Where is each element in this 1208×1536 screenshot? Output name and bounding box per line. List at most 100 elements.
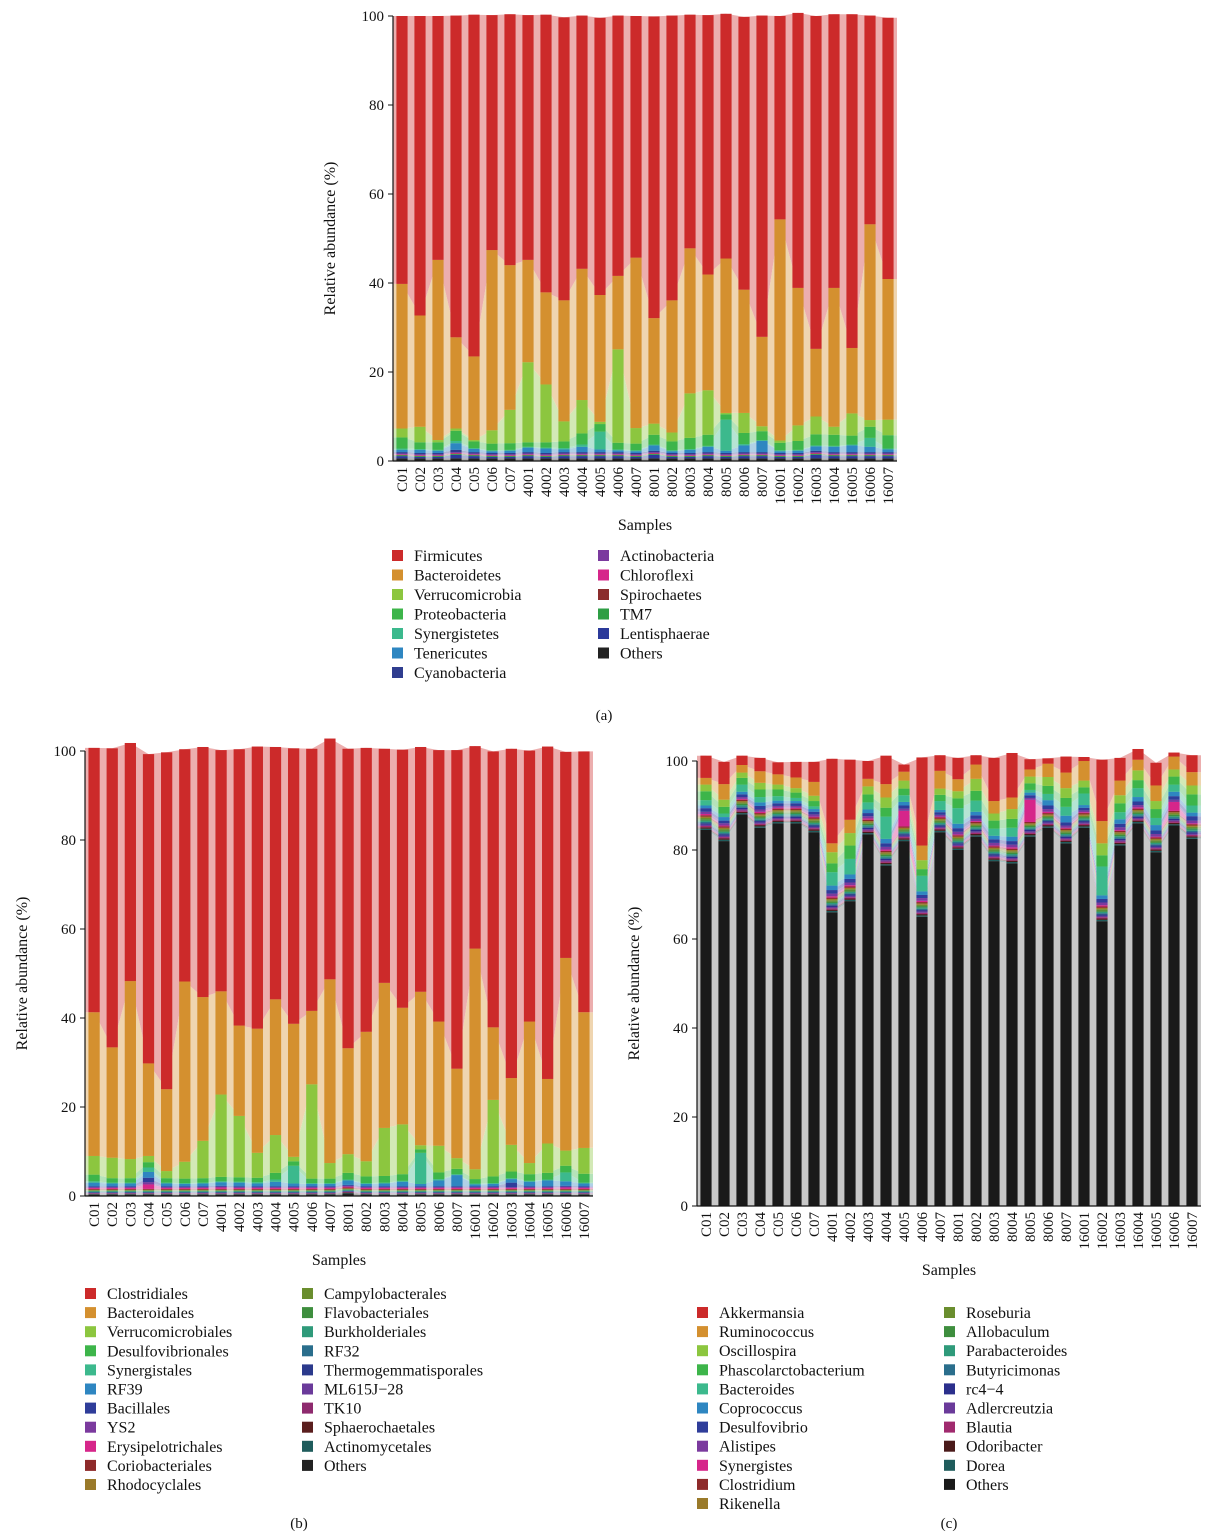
bar-segment-verrucomicrobia-16001 — [774, 440, 786, 443]
bar-segment-blautia-4001 — [826, 908, 838, 910]
bar-segment-odoribacter-c05 — [772, 820, 784, 822]
bar-segment-proteobacteria-c04 — [450, 430, 462, 441]
bar-segment-bacteroides-4005 — [898, 795, 910, 802]
bar-segment-tm7-8007 — [756, 455, 768, 457]
bar-segment-desulfovibrionales-16001 — [469, 1179, 481, 1184]
legend-swatch — [392, 589, 403, 600]
bar-segment-synergistes-c07 — [808, 816, 820, 818]
bar-segment-verrucomicrobia-8001 — [648, 423, 660, 435]
bar-segment-rikenella-4006 — [916, 903, 928, 905]
bar-segment-clostridium-16004 — [1132, 808, 1144, 810]
bar-segment-synergistales-4003 — [251, 1182, 263, 1184]
bar-segment-rf39-8007 — [451, 1175, 463, 1187]
bar-segment-alistipes-16001 — [1078, 810, 1090, 813]
bar-segment-bacteroidales-8003 — [378, 982, 390, 1128]
x-tick-label: 8001 — [341, 1202, 357, 1232]
bar-segment-coriobacteriales-16001 — [469, 1188, 481, 1190]
bar-segment-clostridiales-c02 — [106, 748, 118, 1048]
bar-segment-synergistales-4001 — [215, 1181, 227, 1183]
bar-segment-roseburia-8003 — [988, 849, 1000, 851]
bar-segment-burkholderiales-8006 — [433, 1191, 445, 1192]
bar-segment-bacillales-4003 — [251, 1186, 263, 1188]
bar-segment-clostridiales-4003 — [251, 746, 263, 1029]
bar-segment-tm7-4002 — [540, 456, 552, 457]
bar-segment-blautia-c01 — [700, 825, 712, 828]
bar-segment-others-8006 — [738, 458, 750, 461]
bar-segment-clostridiales-16007 — [578, 751, 590, 1013]
bar-segment-erysipelotrichales-4001 — [215, 1187, 227, 1189]
bar-segment-coriobacteriales-8002 — [360, 1188, 372, 1190]
bar-segment-burkholderiales-16002 — [487, 1191, 499, 1192]
bar-segment-rf39-c06 — [179, 1183, 191, 1187]
bar-segment-bacteroidetes-16006 — [864, 224, 876, 421]
bars — [88, 738, 590, 1196]
bar-segment-synergistetes-16007 — [882, 448, 894, 450]
bar-segment-desulfovibrionales-8003 — [378, 1175, 390, 1183]
bar-segment-bacteroides-8004 — [1006, 827, 1018, 837]
bar-segment-synergistetes-4003 — [558, 448, 570, 450]
bar-segment-proteobacteria-16006 — [864, 426, 876, 438]
bar-segment-others-16006 — [1168, 825, 1180, 1206]
bar-segment-cyanobacteria-4001 — [522, 452, 534, 454]
bar-segment-others-c07 — [808, 832, 820, 1206]
bar-segment-coprococcus-16006 — [1168, 791, 1180, 797]
bar-segment-bacteroidales-8007 — [451, 1068, 463, 1159]
bar-segment-tenericutes-8004 — [702, 446, 714, 453]
bar-segment-blautia-16004 — [1132, 819, 1144, 821]
bar-segment-burkholderiales-8005 — [415, 1191, 427, 1192]
bar-segment-verrucomicrobiales-8004 — [396, 1124, 409, 1175]
bar-segment-allobaculum-16005 — [1150, 841, 1162, 843]
bar-segment-rf39-4002 — [233, 1182, 245, 1187]
bar-segment-dorea-8003 — [988, 859, 1000, 862]
bar-segment-synergistetes-c03 — [432, 449, 444, 451]
bar-segment-firmicutes-8006 — [738, 16, 750, 290]
bar-segment-coprococcus-8005 — [1024, 792, 1036, 796]
bar-segment-butyricimonas-16006 — [1168, 817, 1180, 819]
bar-segment-burkholderiales-4007 — [324, 1191, 336, 1192]
bar-segment-oscillospira-8007 — [1060, 788, 1072, 798]
bar-segment-lentisphaerae-c07 — [504, 457, 516, 459]
bar-segment-roseburia-16006 — [1168, 813, 1180, 815]
bar-segment-coriobacteriales-4006 — [306, 1188, 318, 1190]
y-tick-label: 60 — [369, 187, 384, 203]
bar-segment-rc4-4-c04 — [754, 821, 766, 823]
bar-segment-oscillospira-c02 — [718, 799, 730, 807]
bar-segment-rc4-4-c07 — [808, 825, 820, 827]
bar-segment-ys2-8003 — [378, 1187, 390, 1188]
bar-segment-clostridiales-16001 — [469, 746, 481, 949]
bar-segment-others-c06 — [179, 1194, 191, 1196]
bar-segment-roseburia-c05 — [772, 811, 784, 813]
bar-segment-synergistes-8001 — [952, 834, 964, 836]
bar-segment-akkermansia-c05 — [772, 762, 784, 775]
bar-segment-lentisphaerae-4003 — [558, 456, 570, 459]
bar-segment-odoribacter-4007 — [934, 829, 946, 831]
bar-segment-adlercreutzia-c06 — [790, 817, 802, 820]
bar-segment-desulfovibrionales-4001 — [215, 1176, 227, 1182]
bar-segment-synergistetes-8003 — [684, 448, 696, 450]
x-tick-label: 16002 — [1095, 1212, 1111, 1250]
bar-segment-verrucomicrobiales-8002 — [360, 1161, 372, 1177]
bar-segment-tenericutes-8007 — [756, 440, 768, 453]
ribbon-clostridiales — [85, 738, 593, 1090]
bar-segment-desulfovibrionales-4006 — [306, 1178, 318, 1184]
bar-segment-rf39-4003 — [251, 1183, 263, 1187]
bar-segment-others-c01 — [396, 458, 408, 461]
legend-swatch — [944, 1440, 955, 1452]
panel-label: (b) — [290, 1516, 308, 1532]
bar-segment-cyanobacteria-c07 — [504, 452, 516, 455]
bar-segment-bacteroidales-c07 — [197, 997, 209, 1141]
bar-segment-desulfovibrionales-c02 — [106, 1178, 118, 1183]
bar-segment-cyanobacteria-c02 — [414, 452, 426, 455]
bar-segment-verrucomicrobia-c06 — [486, 430, 498, 444]
y-axis-label: Relative abundance (%) — [626, 907, 643, 1061]
y-tick-label: 0 — [69, 1189, 77, 1205]
bar-segment-synergistetes-8005 — [720, 419, 732, 451]
bar-segment-adlercreutzia-c02 — [718, 835, 730, 838]
bar-segment-bacteroides-c02 — [718, 813, 730, 818]
bar-segment-akkermansia-16005 — [1150, 762, 1162, 786]
legend-label: Synergistetes — [414, 626, 499, 643]
bar-segment-bacteroidetes-c06 — [486, 250, 498, 431]
bar-segment-synergistales-4002 — [233, 1181, 245, 1183]
bar-segment-bacteroidetes-8001 — [648, 318, 660, 424]
bar-segment-others-c04 — [142, 1194, 155, 1196]
